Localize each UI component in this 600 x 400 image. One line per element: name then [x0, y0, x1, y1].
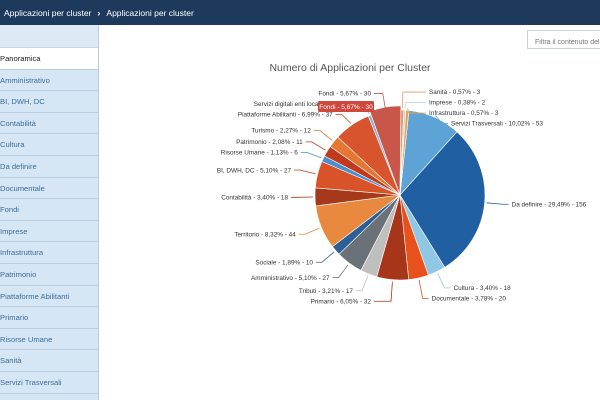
sidebar-item[interactable]: Da definire — [0, 155, 98, 178]
slice-label: Contabilità - 3,40% - 18 — [221, 195, 288, 202]
leader-line — [335, 114, 352, 124]
slice-label: Primario - 6,05% - 32 — [311, 298, 372, 305]
slice-label: Cultura - 3,40% - 18 — [454, 285, 512, 292]
chart-tooltip: Fondi - 5,67% - 30 — [318, 101, 374, 112]
slice-label: Patrimonio - 2,08% - 11 — [236, 139, 303, 146]
sidebar-item[interactable]: Patrimonio — [0, 263, 98, 286]
slice-label: Amministrativo - 5,10% - 27 — [251, 275, 330, 282]
chevron-right-icon: › — [97, 7, 101, 18]
chart-title: Numero di Applicazioni per Cluster — [269, 62, 431, 74]
sidebar-item[interactable]: Cultura — [0, 134, 98, 156]
slice-label: Documentale - 3,78% - 20 — [432, 296, 507, 303]
slice-label: Sanità - 0,57% - 3 — [429, 89, 481, 96]
sidebar-item[interactable]: Risorse Umane — [0, 328, 98, 351]
leader-line — [294, 169, 316, 175]
leader-line — [407, 108, 426, 114]
slice-label: Turismo - 2,27% - 12 — [251, 128, 311, 135]
sidebar-item[interactable]: Sanità — [0, 350, 98, 372]
slice-label: Infrastruttura - 0,57% - 3 — [429, 110, 499, 117]
pie-slice[interactable] — [399, 131, 486, 268]
leader-line — [355, 275, 369, 292]
slice-label: Risorse Umane - 1,13% - 6 — [221, 150, 299, 157]
sidebar-item[interactable]: Fondi — [0, 199, 98, 221]
slice-label: Servizi digitali enti locali - 0,57% - 3 — [254, 101, 355, 108]
sidebar-item[interactable]: Amministrativo — [0, 69, 98, 92]
leader-line — [374, 93, 386, 110]
pie-chart: Sanità - 0,57% - 3 Imprese - 0,38% - 2 Inf… — [217, 89, 587, 305]
tooltip-box — [318, 101, 374, 112]
sidebar-item[interactable]: Piattaforme Abilitanti — [0, 285, 98, 308]
leader-line — [298, 227, 320, 235]
leader-line — [300, 152, 322, 159]
leader-line — [404, 102, 426, 109]
sidebar-item[interactable]: Imprese — [0, 220, 98, 243]
leader-line — [402, 91, 426, 109]
leader-line — [435, 115, 448, 124]
slice-label: Da definire - 29,49% - 156 — [512, 201, 587, 208]
slice-label: Fondi - 5,67% - 30 — [318, 91, 371, 98]
breadcrumb-current: Applicazioni per cluster — [106, 7, 194, 18]
leader-line — [305, 141, 326, 151]
sidebar: Panoramica Amministrativo BI, DWH, DC Conta… — [0, 25, 99, 400]
tooltip-text: Fondi - 5,67% - 30 — [319, 104, 373, 111]
slice-label: Piattaforme Abilitanti - 6,99% - 37 — [238, 112, 333, 119]
slice-label: Territorio - 8,32% - 44 — [234, 231, 296, 238]
slice-label: Sociale - 1,89% - 10 — [255, 259, 313, 266]
sidebar-item[interactable]: Servizi Trasversali — [0, 371, 98, 394]
slice-label: BI, DWH, DC - 5,10% - 27 — [217, 167, 292, 174]
sidebar-list: Panoramica Amministrativo BI, DWH, DC Conta… — [0, 48, 98, 394]
top-bar: Applicazioni per cluster › Applicazioni … — [0, 0, 600, 25]
breadcrumb-item[interactable]: Applicazioni per cluster — [4, 7, 92, 18]
leader-line — [437, 273, 451, 289]
leader-line — [418, 279, 429, 299]
sidebar-item[interactable]: Primario — [0, 307, 98, 329]
leader-line — [315, 251, 335, 263]
slice-label: Tributi - 3,21% - 17 — [299, 288, 354, 295]
leader-line — [332, 264, 349, 279]
leader-line — [313, 129, 333, 141]
leader-line — [374, 281, 393, 302]
sidebar-item[interactable]: Documentale — [0, 177, 98, 200]
pie-slice[interactable] — [399, 109, 410, 196]
slice-label: Servizi Trasversali - 10,02% - 53 — [451, 121, 543, 128]
sidebar-header — [0, 25, 98, 48]
sidebar-item[interactable]: Contabilità — [0, 112, 98, 135]
sidebar-item[interactable]: Infrastruttura — [0, 242, 98, 264]
sidebar-item[interactable]: Panoramica — [0, 48, 98, 70]
leader-line — [486, 202, 509, 205]
sidebar-item[interactable]: BI, DWH, DC — [0, 91, 98, 113]
filter-input[interactable] — [527, 30, 600, 49]
slice-label: Imprese - 0,38% - 2 — [429, 100, 486, 107]
